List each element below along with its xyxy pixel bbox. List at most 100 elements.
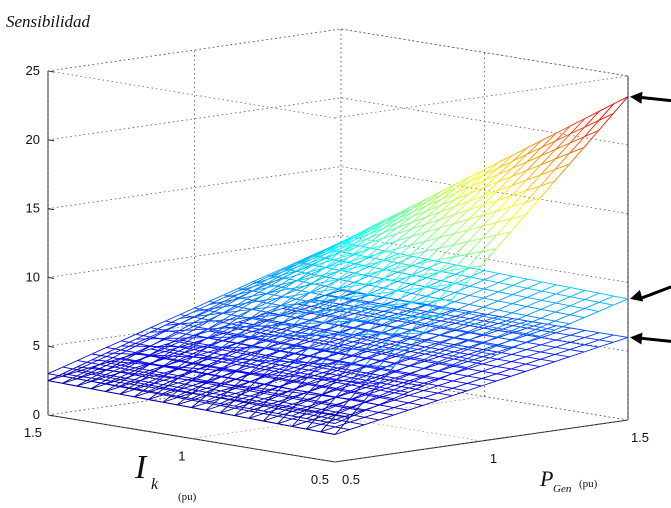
mesh-line: [397, 211, 413, 219]
mesh-line: [440, 206, 455, 213]
mesh-line: [598, 113, 614, 121]
mesh-line: [305, 412, 322, 430]
mesh-line: [510, 370, 526, 377]
mesh-line: [367, 312, 382, 316]
mesh-line: [135, 360, 151, 364]
mesh-line: [280, 287, 296, 299]
mesh-line: [250, 363, 265, 368]
mesh-line: [310, 257, 326, 267]
mesh-line: [221, 351, 237, 360]
mesh-line: [598, 113, 614, 131]
mesh-line: [135, 327, 151, 335]
mesh-line: [310, 285, 326, 294]
mesh-line: [383, 222, 398, 229]
mesh-line: [206, 381, 221, 385]
mesh-line: [292, 376, 308, 379]
mesh-line: [452, 241, 469, 258]
mesh-line: [177, 356, 193, 368]
mesh-line: [291, 425, 307, 430]
mesh-line: [149, 354, 165, 357]
mesh-line: [466, 251, 483, 269]
mesh-line: [498, 154, 514, 163]
mesh-line: [279, 367, 295, 373]
mesh-line: [484, 167, 499, 176]
mesh-line: [438, 283, 453, 287]
mesh-line: [482, 199, 498, 216]
mesh-line: [150, 320, 166, 329]
mesh-line: [134, 389, 149, 393]
mesh-line: [252, 279, 268, 288]
mesh-line: [395, 351, 411, 357]
mesh-line: [164, 351, 180, 355]
mesh-line: [193, 328, 208, 331]
mesh-line: [338, 334, 354, 340]
mesh-line: [76, 369, 92, 373]
mesh-line: [424, 237, 440, 242]
mesh-line: [340, 234, 356, 243]
mesh-line: [320, 412, 336, 416]
mesh-line: [349, 424, 365, 431]
mesh-line: [223, 333, 238, 337]
mesh-line: [163, 355, 179, 357]
mesh-line: [320, 420, 336, 424]
mesh-line: [454, 193, 470, 207]
mesh-line: [426, 261, 442, 270]
mesh-line: [220, 396, 236, 405]
mesh-line: [162, 401, 178, 406]
mesh-line: [252, 287, 268, 292]
mesh-line: [321, 348, 337, 364]
mesh-line: [380, 290, 396, 294]
mesh-line: [395, 335, 411, 340]
mesh-line: [323, 270, 339, 283]
mesh-line: [163, 365, 179, 368]
mesh-line: [439, 351, 455, 358]
mesh-line: [265, 314, 281, 317]
mesh-line: [382, 305, 397, 310]
mesh-line: [134, 364, 150, 374]
mesh-line: [540, 326, 555, 331]
mesh-line: [179, 310, 195, 319]
mesh-line: [408, 376, 424, 384]
mesh-line: [469, 169, 485, 182]
mesh-line: [540, 169, 556, 176]
mesh-line: [236, 309, 252, 320]
mesh-line: [250, 325, 266, 338]
mesh-line: [411, 223, 426, 230]
mesh-line: [467, 265, 482, 269]
mesh-line: [381, 367, 396, 372]
mesh-line: [91, 359, 107, 362]
mesh-line: [207, 337, 223, 342]
mesh-line: [251, 336, 266, 340]
mesh-line: [483, 181, 499, 189]
mesh-line: [439, 223, 455, 229]
mesh-line: [307, 348, 323, 364]
mesh-line: [77, 359, 93, 368]
mesh-line: [91, 346, 107, 355]
mesh-line: [394, 392, 409, 396]
mesh-line: [339, 288, 354, 293]
mesh-line: [208, 312, 223, 316]
mesh-line: [410, 231, 426, 238]
mesh-line: [366, 330, 382, 334]
mesh-line: [320, 411, 336, 416]
mesh-line: [249, 373, 265, 388]
mesh-line: [194, 300, 210, 309]
mesh-line: [467, 361, 483, 365]
mesh-line: [191, 389, 207, 393]
mesh-line: [223, 304, 238, 308]
mesh-line: [453, 337, 468, 342]
mesh-line: [248, 388, 265, 403]
mesh-line: [366, 353, 382, 360]
mesh-line: [455, 180, 470, 189]
mesh-line: [612, 96, 629, 114]
mesh-line: [119, 389, 135, 395]
mesh-line: [468, 322, 483, 326]
mesh-line: [554, 320, 570, 325]
mesh-line: [176, 399, 192, 406]
mesh-line: [482, 363, 497, 367]
mesh-line: [192, 380, 207, 384]
mesh-line: [338, 247, 355, 259]
mesh-line: [177, 379, 193, 392]
mesh-line: [424, 247, 440, 252]
mesh-line: [309, 281, 324, 286]
